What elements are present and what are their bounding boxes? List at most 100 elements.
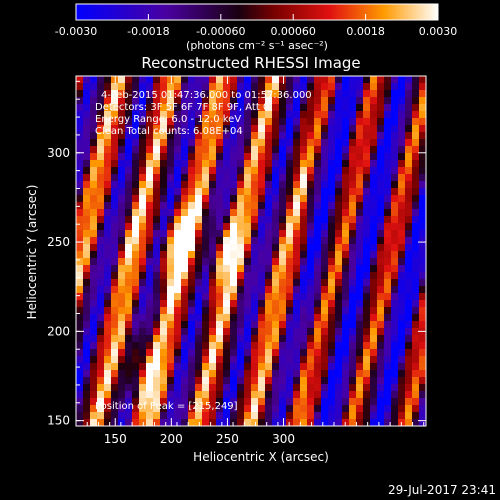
heatmap-cell: [251, 76, 259, 84]
heatmap-cell: [258, 153, 266, 161]
heatmap-cell: [118, 181, 126, 189]
heatmap-cell: [167, 237, 175, 245]
heatmap-cell: [167, 132, 175, 140]
heatmap-cell: [237, 328, 245, 336]
heatmap-cell: [314, 76, 322, 84]
heatmap-cell: [237, 356, 245, 364]
heatmap-cell: [377, 405, 385, 413]
heatmap-cell: [118, 405, 126, 413]
heatmap-cell: [97, 237, 105, 245]
heatmap-cell: [188, 419, 196, 426]
heatmap-cell: [391, 90, 399, 98]
heatmap-cell: [251, 363, 259, 371]
heatmap-cell: [258, 76, 266, 84]
heatmap-cell: [209, 398, 217, 406]
heatmap-cell: [335, 111, 343, 119]
heatmap-cell: [181, 272, 189, 280]
heatmap-cell: [328, 377, 336, 385]
heatmap-cell: [412, 370, 420, 378]
heatmap-cell: [90, 384, 98, 392]
heatmap-cell: [419, 405, 426, 413]
heatmap-cell: [104, 384, 112, 392]
heatmap-cell: [405, 272, 413, 280]
heatmap-cell: [370, 97, 378, 105]
heatmap-cell: [272, 328, 280, 336]
heatmap-cell: [181, 265, 189, 273]
heatmap-cell: [265, 251, 273, 259]
heatmap-cell: [272, 146, 280, 154]
heatmap-cell: [83, 384, 91, 392]
heatmap-cell: [419, 181, 426, 189]
heatmap-cell: [111, 90, 119, 98]
heatmap-cell: [237, 258, 245, 266]
heatmap-cell: [188, 265, 196, 273]
heatmap-cell: [188, 328, 196, 336]
heatmap-cell: [223, 314, 231, 322]
heatmap-cell: [384, 90, 392, 98]
heatmap-cell: [342, 83, 350, 91]
heatmap-cell: [223, 419, 231, 426]
heatmap-cell: [314, 118, 322, 126]
heatmap-cell: [160, 279, 168, 287]
heatmap-cell: [335, 251, 343, 259]
heatmap-cell: [342, 349, 350, 357]
heatmap-cell: [139, 139, 147, 147]
heatmap-cell: [391, 125, 399, 133]
heatmap-cell: [160, 335, 168, 343]
heatmap-cell: [300, 286, 308, 294]
heatmap-cell: [237, 76, 245, 84]
heatmap-cell: [412, 258, 420, 266]
heatmap-cell: [160, 230, 168, 238]
heatmap-cell: [181, 307, 189, 315]
heatmap-cell: [104, 279, 112, 287]
heatmap-cell: [419, 97, 426, 105]
heatmap-cell: [118, 202, 126, 210]
heatmap-cell: [419, 356, 426, 364]
heatmap-cell: [286, 139, 294, 147]
heatmap-cell: [209, 419, 217, 426]
heatmap-cell: [363, 300, 371, 308]
heatmap-cell: [167, 125, 175, 133]
heatmap-cell: [363, 335, 371, 343]
heatmap-cell: [202, 370, 210, 378]
heatmap-cell: [398, 391, 406, 399]
heatmap-cell: [384, 97, 392, 105]
heatmap-cell: [132, 167, 140, 175]
heatmap-cell: [146, 237, 154, 245]
heatmap-cell: [223, 223, 231, 231]
heatmap-cell: [356, 384, 364, 392]
heatmap-cell: [167, 188, 175, 196]
heatmap-cell: [356, 209, 364, 217]
heatmap-cell: [363, 321, 371, 329]
heatmap-cell: [153, 132, 161, 140]
heatmap-cell: [251, 209, 259, 217]
heatmap-cell: [174, 125, 182, 133]
heatmap-cell: [209, 174, 217, 182]
heatmap-cell: [419, 216, 426, 224]
heatmap-cell: [307, 265, 315, 273]
heatmap-cell: [307, 321, 315, 329]
heatmap-cell: [398, 195, 406, 203]
heatmap-cell: [76, 412, 84, 420]
heatmap-cell: [118, 188, 126, 196]
heatmap-cell: [202, 307, 210, 315]
heatmap-cell: [90, 160, 98, 168]
heatmap-cell: [377, 97, 385, 105]
heatmap-cell: [412, 76, 420, 84]
heatmap-cell: [363, 167, 371, 175]
heatmap-cell: [104, 244, 112, 252]
heatmap-cell: [258, 83, 266, 91]
heatmap-cell: [216, 111, 224, 119]
heatmap-cell: [90, 76, 98, 84]
heatmap-cell: [314, 104, 322, 112]
heatmap-cell: [146, 195, 154, 203]
heatmap-cell: [335, 384, 343, 392]
heatmap-cell: [286, 83, 294, 91]
heatmap-cell: [307, 216, 315, 224]
heatmap-cell: [300, 202, 308, 210]
heatmap-cell: [370, 335, 378, 343]
heatmap-cell: [272, 272, 280, 280]
heatmap-cell: [272, 76, 280, 84]
heatmap-cell: [405, 286, 413, 294]
heatmap-cell: [174, 146, 182, 154]
